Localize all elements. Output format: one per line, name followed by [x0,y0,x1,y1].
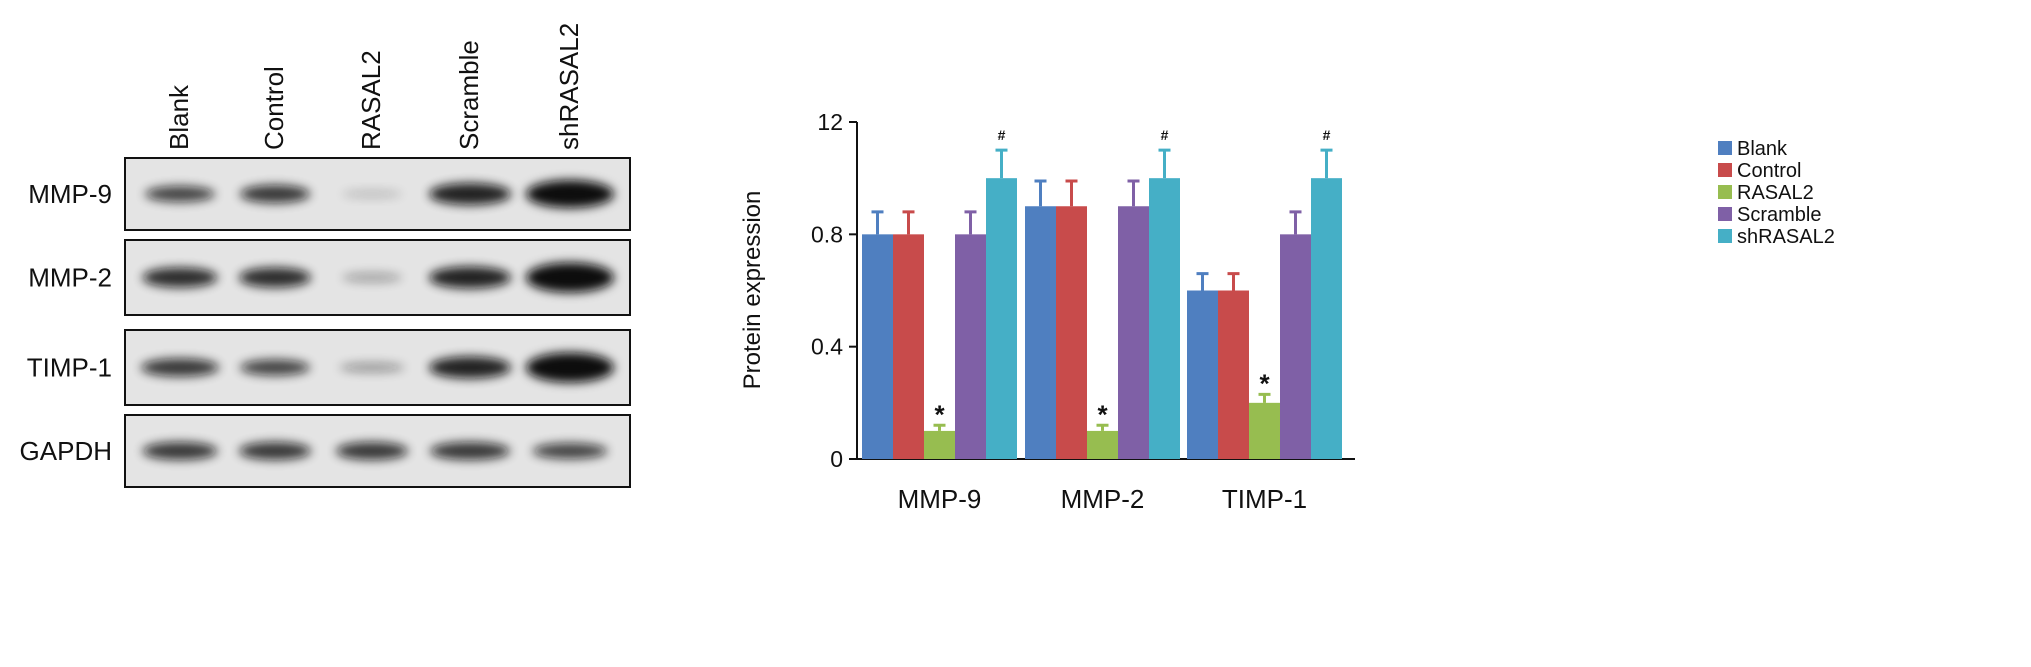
legend-label: Blank [1737,138,1788,160]
bar [1187,290,1218,459]
x-tick-label: MMP-2 [1061,484,1145,514]
significance-mark: # [1161,127,1169,143]
lane-label: Blank [164,84,194,150]
x-tick-label: MMP-9 [898,484,982,514]
legend-label: Scramble [1737,204,1821,226]
band [142,442,218,460]
bar [1118,206,1149,459]
band [342,272,402,283]
error-bar [964,210,977,235]
lane-label: Scramble [454,40,484,150]
error-bar [995,148,1008,179]
legend-label: RASAL2 [1737,182,1814,204]
y-tick-label: 0.4 [811,334,843,360]
band [526,352,614,383]
error-bar [1127,179,1140,207]
band [145,186,215,202]
band [142,267,218,288]
legend-swatch [1718,185,1732,199]
significance-mark: # [998,127,1006,143]
band [429,183,511,205]
lane-label: RASAL2 [356,50,386,150]
error-bar [1289,210,1302,235]
band [342,190,402,198]
error-bar [902,210,915,235]
legend-swatch [1718,141,1732,155]
bar [1249,402,1280,459]
band [141,358,219,377]
band [532,443,608,459]
row-label: GAPDH [20,436,112,466]
y-tick-label: 0 [830,446,843,472]
band [430,442,510,460]
error-bar [1196,272,1209,291]
legend-swatch [1718,163,1732,177]
y-tick-label: 12 [817,109,843,135]
legend-swatch [1718,229,1732,243]
bar [955,234,986,459]
error-bar [1258,392,1271,403]
bar [1311,178,1342,459]
bar [1025,206,1056,459]
legend-swatch [1718,207,1732,221]
error-bar [1034,179,1047,207]
bar [1280,234,1311,459]
bar [1087,430,1118,459]
band [526,262,614,293]
band [526,180,614,208]
lane-label: Control [259,66,289,150]
error-bar [1227,272,1240,291]
y-axis-label: Protein expression [739,191,766,390]
row-label: MMP-2 [28,263,112,293]
error-bar [1320,148,1333,179]
error-bar [871,210,884,235]
error-bar [1158,148,1171,179]
significance-mark: * [1259,368,1270,398]
x-tick-label: TIMP-1 [1222,484,1307,514]
bar [986,178,1017,459]
western-blot: Blank Control RASAL2 Scramble shRASAL2 MMP-9 M… [20,23,631,488]
band [240,185,310,203]
y-tick-label: 0.8 [811,221,843,247]
bar [1218,290,1249,459]
band [339,362,405,373]
significance-mark: * [1097,399,1108,429]
error-bar [1096,423,1109,431]
significance-mark: * [934,399,945,429]
band [239,442,311,460]
error-bar [1065,179,1078,207]
lane-label: shRASAL2 [554,23,584,150]
row-label: TIMP-1 [27,353,112,383]
error-bar [933,423,946,431]
band [429,266,511,289]
band [240,359,310,376]
significance-mark: # [1323,127,1331,143]
bar [1149,178,1180,459]
band [429,356,511,379]
legend-label: Control [1737,160,1801,182]
legend-label: shRASAL2 [1737,226,1835,248]
bar [1056,206,1087,459]
bar [893,234,924,459]
bar [862,234,893,459]
bar [924,430,955,459]
band [239,267,311,288]
row-label: MMP-9 [28,179,112,209]
bar-chart: Protein expression 0 0.4 0.8 12 MMP-9 * # MMP-2… [739,109,1835,514]
band [336,442,408,460]
